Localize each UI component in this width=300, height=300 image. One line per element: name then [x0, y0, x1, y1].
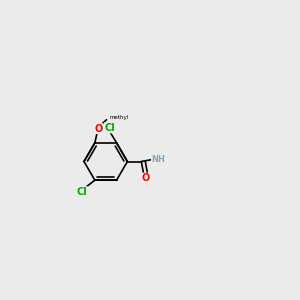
- Text: Cl: Cl: [104, 123, 115, 133]
- Text: methyl: methyl: [109, 115, 128, 120]
- Text: NH: NH: [152, 155, 165, 164]
- Text: O: O: [141, 173, 150, 183]
- Text: O: O: [94, 124, 103, 134]
- Text: Cl: Cl: [77, 187, 87, 197]
